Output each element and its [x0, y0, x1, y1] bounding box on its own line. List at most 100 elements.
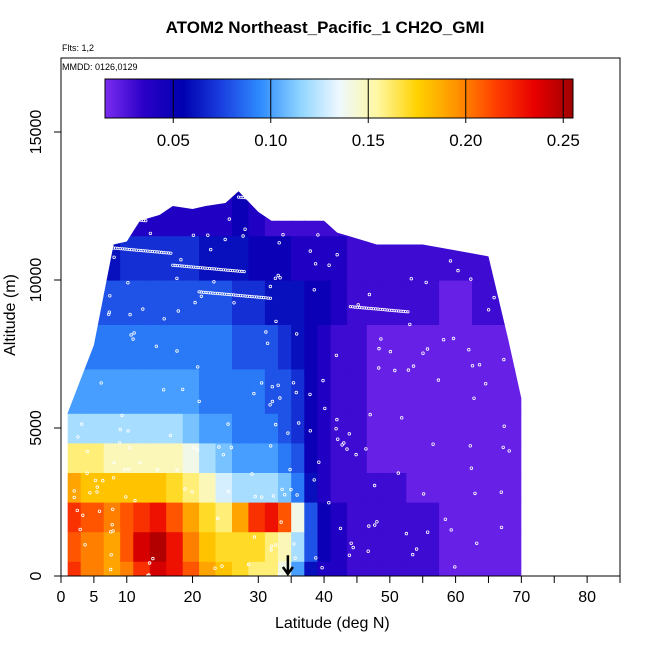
- heatmap-cell: [366, 280, 384, 325]
- heatmap-cell: [80, 413, 105, 444]
- track-point: [377, 366, 381, 370]
- heatmap-cell: [182, 413, 200, 444]
- heatmap-cell: [317, 531, 332, 562]
- heatmap-cell: [215, 413, 233, 444]
- track-point: [226, 422, 230, 426]
- track-point: [144, 219, 148, 223]
- heatmap-cell: [439, 531, 473, 562]
- track-point: [406, 368, 411, 372]
- track-point: [347, 432, 351, 436]
- heatmap-cell: [133, 561, 151, 576]
- track-point: [291, 381, 296, 385]
- y-tick-label: 0: [28, 571, 45, 580]
- x-axis-label: Latitude (deg N): [275, 615, 390, 632]
- track-point: [95, 485, 99, 489]
- track-point: [477, 363, 482, 367]
- track-point: [220, 564, 224, 568]
- track-point: [265, 341, 270, 345]
- track-point: [316, 233, 320, 237]
- track-point: [250, 472, 254, 476]
- heatmap-cell: [514, 413, 522, 444]
- track-point: [469, 277, 473, 281]
- heatmap-cell: [317, 413, 332, 444]
- heatmap-cell: [366, 368, 384, 414]
- track-point: [308, 392, 312, 397]
- heatmap-cell: [304, 368, 319, 414]
- arrow-marker: [281, 555, 294, 577]
- heatmap-cell: [103, 191, 121, 237]
- track-point: [183, 487, 187, 491]
- track-point: [335, 417, 339, 422]
- heatmap-cell: [248, 502, 266, 533]
- heatmap-cell: [514, 235, 522, 281]
- heatmap-cell: [149, 413, 167, 444]
- x-tick-label: 20: [184, 589, 202, 606]
- heatmap-cell: [498, 472, 516, 503]
- track-point: [269, 548, 273, 552]
- track-point: [342, 441, 346, 445]
- track-point: [288, 467, 292, 472]
- track-point: [499, 525, 504, 530]
- heatmap-cell: [80, 502, 105, 533]
- heatmap-cell: [120, 413, 134, 444]
- heatmap-cell: [347, 324, 368, 370]
- track-point: [470, 364, 475, 368]
- track-point: [197, 399, 201, 404]
- heatmap-cell: [304, 472, 319, 503]
- track-point: [502, 424, 506, 428]
- track-point: [349, 541, 353, 545]
- heatmap-cell: [215, 280, 233, 325]
- track-point: [169, 251, 173, 255]
- heatmap-cell: [439, 561, 473, 576]
- heatmap-cell: [278, 413, 292, 444]
- heatmap-cell: [439, 442, 473, 473]
- track-point: [213, 566, 217, 570]
- heatmap-cell: [498, 531, 516, 562]
- track-point: [72, 495, 76, 500]
- track-point: [469, 466, 474, 470]
- heatmap-cell: [304, 531, 319, 562]
- heatmap-cell: [215, 531, 233, 562]
- heatmap-cell: [264, 472, 279, 503]
- heatmap-cell: [166, 191, 184, 237]
- heatmap-cell: [232, 442, 249, 473]
- heatmap-cell: [317, 442, 332, 473]
- track-point: [406, 310, 410, 314]
- track-point: [441, 338, 446, 342]
- track-point: [195, 448, 200, 452]
- heatmap-cell: [264, 561, 279, 576]
- track-point: [79, 422, 84, 426]
- heatmap-cell: [439, 368, 473, 414]
- track-point: [294, 390, 298, 395]
- heatmap-cell: [133, 472, 151, 503]
- track-point: [345, 447, 349, 451]
- heatmap-cell: [67, 368, 82, 414]
- track-point: [393, 368, 397, 373]
- heatmap-cell: [232, 472, 249, 503]
- colorbar-tick-label: 0.10: [254, 131, 287, 150]
- heatmap-cell: [264, 324, 279, 370]
- track-point: [295, 493, 299, 497]
- heatmap-cell: [248, 561, 266, 576]
- heatmap-cell: [291, 502, 305, 533]
- track-point: [295, 332, 299, 336]
- heatmap-cell: [472, 472, 499, 503]
- heatmap-cell: [67, 442, 82, 473]
- heatmap-cell: [248, 324, 266, 370]
- heatmap-cell: [199, 235, 217, 281]
- track-point: [404, 531, 409, 536]
- track-point: [408, 322, 412, 327]
- heatmap-cell: [103, 324, 121, 370]
- heatmap-cell: [67, 413, 82, 444]
- heatmap-cell: [149, 280, 167, 325]
- track-point: [93, 478, 98, 483]
- chart-title: ATOM2 Northeast_Pacific_1 CH2O_GMI: [165, 18, 485, 37]
- heatmap-cell: [133, 368, 151, 414]
- track-point: [367, 292, 372, 297]
- heatmap-cell: [278, 191, 292, 237]
- track-point: [270, 385, 274, 389]
- heatmap-cell: [264, 368, 279, 414]
- track-point: [453, 565, 457, 569]
- track-point: [126, 429, 130, 433]
- heatmap-cell: [472, 531, 499, 562]
